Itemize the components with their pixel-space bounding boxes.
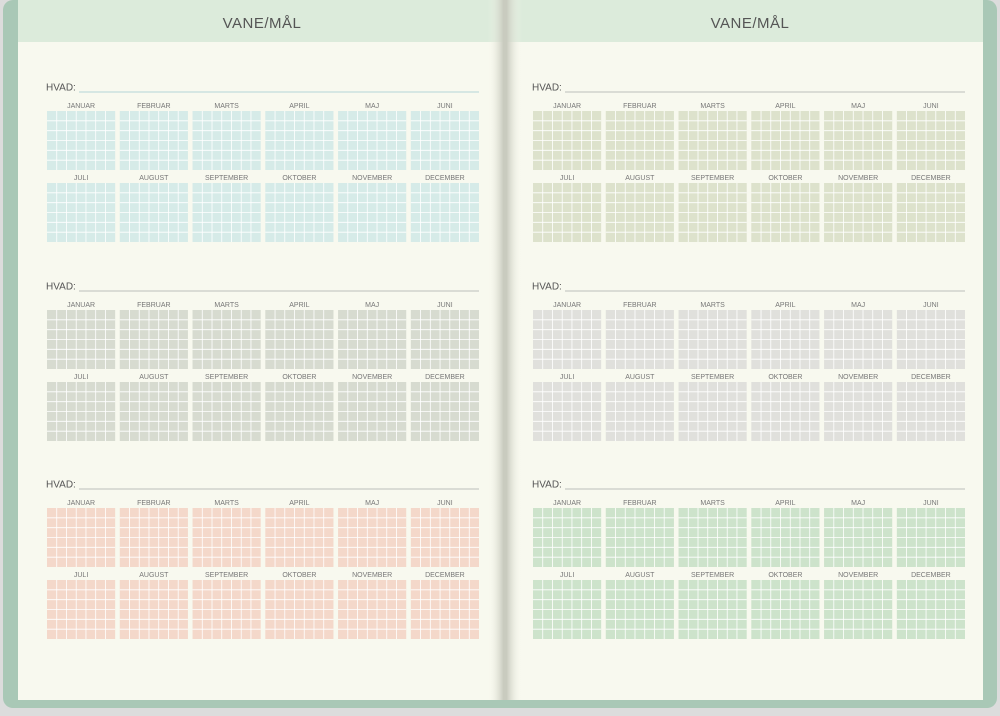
- month-label: FEBRUAR: [623, 302, 656, 309]
- month-label: FEBRUAR: [623, 500, 656, 507]
- month-label: AUGUST: [625, 175, 655, 182]
- month-label: APRIL: [289, 103, 309, 110]
- month-label: NOVEMBER: [838, 175, 878, 182]
- month-label: FEBRUAR: [137, 500, 170, 507]
- month-label: OKTOBER: [282, 175, 316, 182]
- gutter: [488, 0, 522, 700]
- month-label: JULI: [560, 374, 574, 381]
- month-label: NOVEMBER: [838, 572, 878, 579]
- page-title: VANE/MÅL: [223, 15, 302, 32]
- month-label: MARTS: [214, 302, 239, 309]
- month-label: FEBRUAR: [137, 103, 170, 110]
- month-label: JULI: [560, 175, 574, 182]
- section-label: HVAD:: [532, 282, 562, 293]
- month-label: DECEMBER: [425, 572, 465, 579]
- section-label: HVAD:: [46, 282, 76, 293]
- month-label: OKTOBER: [768, 175, 802, 182]
- month-label: JANUAR: [67, 302, 95, 309]
- month-label: MAJ: [365, 302, 379, 309]
- month-label: MAJ: [365, 500, 379, 507]
- month-label: JANUAR: [553, 302, 581, 309]
- month-label: JUNI: [923, 302, 939, 309]
- section-label: HVAD:: [532, 480, 562, 491]
- month-label: OKTOBER: [282, 572, 316, 579]
- month-label: JUNI: [923, 103, 939, 110]
- month-label: DECEMBER: [911, 175, 951, 182]
- month-label: JUNI: [923, 500, 939, 507]
- month-label: OKTOBER: [282, 374, 316, 381]
- month-label: MARTS: [700, 302, 725, 309]
- month-label: DECEMBER: [425, 374, 465, 381]
- month-label: JUNI: [437, 302, 453, 309]
- month-label: AUGUST: [139, 572, 169, 579]
- month-label: DECEMBER: [425, 175, 465, 182]
- month-label: JULI: [74, 374, 88, 381]
- month-label: NOVEMBER: [352, 175, 392, 182]
- month-label: SEPTEMBER: [691, 572, 734, 579]
- right-header: [505, 0, 983, 42]
- month-label: MAJ: [851, 103, 865, 110]
- month-label: SEPTEMBER: [205, 374, 248, 381]
- month-label: JANUAR: [553, 103, 581, 110]
- month-label: APRIL: [775, 500, 795, 507]
- month-label: JANUAR: [553, 500, 581, 507]
- month-label: MARTS: [214, 103, 239, 110]
- section-label: HVAD:: [532, 83, 562, 94]
- month-label: FEBRUAR: [623, 103, 656, 110]
- month-label: AUGUST: [139, 374, 169, 381]
- month-label: FEBRUAR: [137, 302, 170, 309]
- month-label: NOVEMBER: [352, 572, 392, 579]
- month-label: AUGUST: [139, 175, 169, 182]
- section-label: HVAD:: [46, 83, 76, 94]
- month-label: OKTOBER: [768, 374, 802, 381]
- month-label: SEPTEMBER: [691, 175, 734, 182]
- month-label: DECEMBER: [911, 572, 951, 579]
- month-label: APRIL: [775, 103, 795, 110]
- month-label: JANUAR: [67, 103, 95, 110]
- month-label: APRIL: [775, 302, 795, 309]
- month-label: NOVEMBER: [352, 374, 392, 381]
- month-label: JUNI: [437, 500, 453, 507]
- month-label: APRIL: [289, 500, 309, 507]
- month-label: AUGUST: [625, 572, 655, 579]
- left-header: [18, 0, 505, 42]
- month-label: JUNI: [437, 103, 453, 110]
- month-label: JANUAR: [67, 500, 95, 507]
- month-label: SEPTEMBER: [205, 175, 248, 182]
- month-label: DECEMBER: [911, 374, 951, 381]
- month-label: MAJ: [851, 500, 865, 507]
- month-label: NOVEMBER: [838, 374, 878, 381]
- month-label: JULI: [74, 572, 88, 579]
- month-label: MARTS: [700, 500, 725, 507]
- month-label: SEPTEMBER: [691, 374, 734, 381]
- month-label: SEPTEMBER: [205, 572, 248, 579]
- month-label: JULI: [560, 572, 574, 579]
- month-label: OKTOBER: [768, 572, 802, 579]
- month-label: MARTS: [214, 500, 239, 507]
- month-label: MARTS: [700, 103, 725, 110]
- section-label: HVAD:: [46, 480, 76, 491]
- month-label: APRIL: [289, 302, 309, 309]
- page-title: VANE/MÅL: [711, 15, 790, 32]
- month-label: MAJ: [365, 103, 379, 110]
- month-label: AUGUST: [625, 374, 655, 381]
- month-label: JULI: [74, 175, 88, 182]
- month-label: MAJ: [851, 302, 865, 309]
